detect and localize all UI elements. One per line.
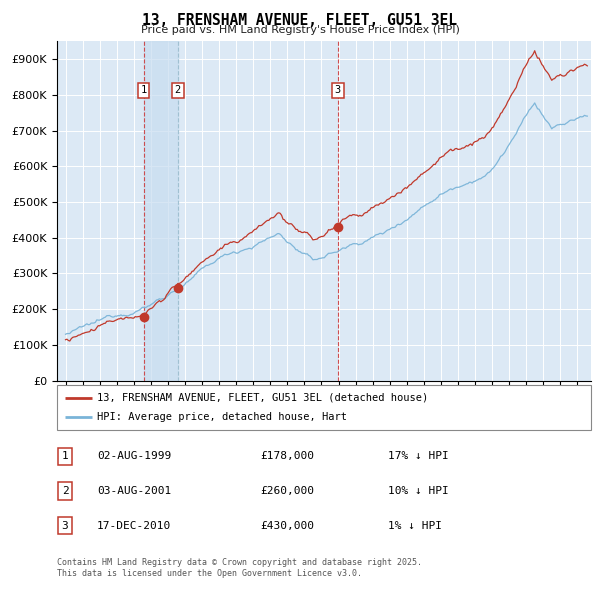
Text: This data is licensed under the Open Government Licence v3.0.: This data is licensed under the Open Gov…	[57, 569, 362, 578]
FancyBboxPatch shape	[57, 385, 591, 430]
Text: 17-DEC-2010: 17-DEC-2010	[97, 520, 172, 530]
Text: 1% ↓ HPI: 1% ↓ HPI	[388, 520, 442, 530]
Text: 3: 3	[335, 86, 341, 96]
Text: 3: 3	[62, 520, 68, 530]
Text: Contains HM Land Registry data © Crown copyright and database right 2025.: Contains HM Land Registry data © Crown c…	[57, 558, 422, 566]
Text: £260,000: £260,000	[260, 486, 314, 496]
Text: 2: 2	[62, 486, 68, 496]
Text: 02-AUG-1999: 02-AUG-1999	[97, 451, 172, 461]
Text: 2: 2	[175, 86, 181, 96]
Text: 13, FRENSHAM AVENUE, FLEET, GU51 3EL: 13, FRENSHAM AVENUE, FLEET, GU51 3EL	[143, 13, 458, 28]
Text: 1: 1	[62, 451, 68, 461]
Text: 1: 1	[140, 86, 147, 96]
Text: 10% ↓ HPI: 10% ↓ HPI	[388, 486, 449, 496]
Text: 13, FRENSHAM AVENUE, FLEET, GU51 3EL (detached house): 13, FRENSHAM AVENUE, FLEET, GU51 3EL (de…	[97, 393, 428, 402]
Text: £430,000: £430,000	[260, 520, 314, 530]
Text: £178,000: £178,000	[260, 451, 314, 461]
Text: 17% ↓ HPI: 17% ↓ HPI	[388, 451, 449, 461]
Text: 03-AUG-2001: 03-AUG-2001	[97, 486, 172, 496]
Bar	[143, 41, 178, 381]
Text: Price paid vs. HM Land Registry's House Price Index (HPI): Price paid vs. HM Land Registry's House …	[140, 25, 460, 35]
Text: HPI: Average price, detached house, Hart: HPI: Average price, detached house, Hart	[97, 412, 347, 422]
